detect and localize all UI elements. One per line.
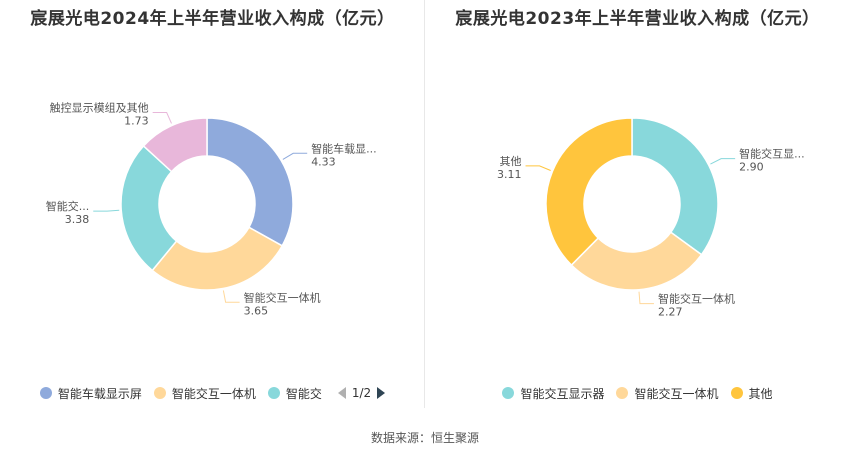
donut-slice[interactable] [206, 117, 294, 247]
slice-label: 智能交互一体机 [244, 290, 321, 304]
leader-line [710, 158, 736, 165]
legend-item[interactable]: 智能车载显示屏 [39, 385, 142, 402]
slice-value-label: 1.73 [124, 114, 149, 127]
slice-value-label: 3.65 [244, 304, 269, 317]
chart-title: 宸展光电2024年上半年营业收入构成（亿元） [30, 9, 395, 29]
divider [424, 0, 425, 408]
legend-dot [730, 387, 743, 399]
leader-line [525, 165, 551, 171]
legend: 智能交互显示器 智能交互一体机 其他 [425, 383, 850, 403]
donut-slice[interactable] [545, 117, 633, 267]
legend-dot [502, 387, 515, 399]
chart-panel-2023: 宸展光电2023年上半年营业收入构成（亿元） 智能交互显... 2.90 智能交互一… [425, 0, 850, 415]
slice-label: 智能交... [46, 199, 90, 213]
donut-slice[interactable] [142, 117, 208, 173]
chart-title: 宸展光电2023年上半年营业收入构成（亿元） [455, 9, 820, 29]
legend-dot [616, 387, 629, 399]
slice-label: 其他 [500, 155, 522, 168]
legend-item[interactable]: 智能交 [267, 385, 322, 402]
legend-item[interactable]: 智能交互显示器 [502, 385, 604, 402]
donut-slice[interactable] [120, 144, 178, 272]
data-source: 数据来源：恒生聚源 [370, 431, 479, 445]
pager-text: 1/2 [351, 386, 372, 400]
legend-item[interactable]: 智能交互一体机 [153, 385, 256, 402]
legend: 智能车载显示屏 智能交互一体机 智能交 1/2 [0, 383, 425, 403]
leader-line [152, 111, 172, 124]
legend-item[interactable]: 智能交互一体机 [616, 385, 719, 402]
donut-slice[interactable] [570, 231, 703, 291]
legend-pager: 1/2 [337, 386, 386, 400]
legend-dot [39, 387, 52, 399]
donut-slice[interactable] [631, 117, 719, 256]
legend-label: 智能交互一体机 [634, 386, 719, 401]
legend-item[interactable]: 其他 [730, 385, 773, 402]
legend-label: 其他 [748, 386, 773, 401]
slice-label: 智能车载显... [311, 141, 377, 155]
chart-panel-2024: 宸展光电2024年上半年营业收入构成（亿元） 智能车载显... 4.33 智能交互一… [0, 0, 425, 415]
donut-slice[interactable] [151, 226, 284, 291]
slice-value-label: 3.11 [497, 168, 522, 181]
prev-page-icon[interactable] [337, 387, 346, 399]
leader-line [222, 290, 240, 303]
slice-label: 智能交互一体机 [658, 292, 735, 306]
slice-label: 触控显示模组及其他 [50, 100, 149, 114]
slice-value-label: 2.27 [658, 306, 683, 319]
slice-value-label: 2.90 [739, 161, 764, 174]
legend-label: 智能车载显示屏 [57, 386, 142, 401]
slice-label: 智能交互显... [739, 147, 805, 161]
legend-label: 智能交互显示器 [520, 386, 605, 401]
slice-value-label: 3.38 [65, 213, 90, 226]
next-page-icon[interactable] [377, 387, 386, 399]
legend-label: 智能交 [285, 386, 322, 401]
legend-dot [267, 387, 280, 399]
legend-label: 智能交互一体机 [171, 386, 256, 401]
leader-line [282, 152, 308, 160]
legend-dot [153, 387, 166, 399]
slice-value-label: 4.33 [311, 155, 336, 168]
leader-line [93, 209, 120, 212]
leader-line [638, 291, 654, 305]
